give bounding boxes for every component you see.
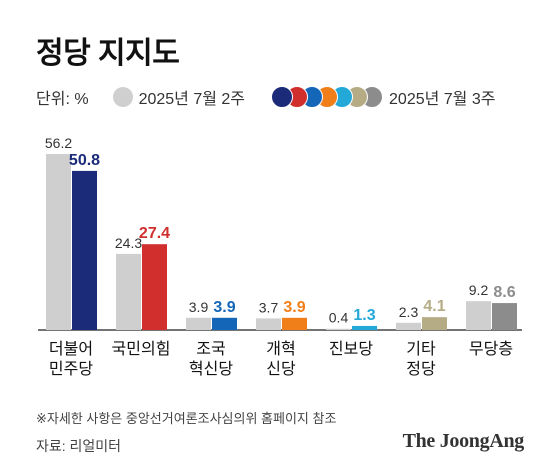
category-label: 민주당 <box>49 360 93 378</box>
bar-previous <box>396 322 421 330</box>
category-label: 신당 <box>266 360 296 378</box>
value-label-current: 27.4 <box>139 225 170 242</box>
legend-previous-label: 2025년 7월 2주 <box>138 91 246 108</box>
value-label-current: 1.3 <box>353 307 375 324</box>
category-label: 더불어 <box>49 340 93 358</box>
category-label: 혁신당 <box>189 360 233 378</box>
category-label: 기타 <box>406 340 436 358</box>
value-label-current: 4.1 <box>423 298 445 315</box>
legend-previous-swatch <box>112 87 133 107</box>
value-label-previous: 2.3 <box>399 304 419 320</box>
bar-current <box>72 170 97 330</box>
value-label-current: 3.9 <box>283 299 305 316</box>
legend-current-label: 2025년 7월 3주 <box>389 91 496 108</box>
legend-current-swatches <box>271 86 384 108</box>
bar-current <box>282 317 307 330</box>
bar-current <box>422 317 447 330</box>
value-label-previous: 24.3 <box>115 235 142 251</box>
bar-current <box>492 303 517 330</box>
value-label-previous: 3.7 <box>259 299 279 315</box>
value-label-current: 3.9 <box>213 299 235 316</box>
bar-previous <box>326 328 351 330</box>
bar-previous <box>116 253 141 330</box>
legend: 단위: % 2025년 7월 2주 2025년 7월 3주 <box>36 86 495 108</box>
bar-current <box>352 325 377 330</box>
source-label: 자료: 리얼미터 <box>36 438 122 454</box>
value-label-previous: 9.2 <box>469 282 489 298</box>
chart-title: 정당 지지도 <box>36 37 180 70</box>
category-label: 정당 <box>406 360 436 378</box>
bar-previous <box>46 154 71 330</box>
value-label-current: 50.8 <box>69 152 100 169</box>
category-label: 조국 <box>196 341 225 358</box>
footnote: ※자세한 사항은 중앙선거여론조사심의위 홈페이지 참조 <box>36 411 337 426</box>
brand-logo: The JoongAng <box>402 430 525 452</box>
value-label-previous: 56.2 <box>45 135 72 151</box>
value-label-previous: 0.4 <box>329 310 349 326</box>
category-label: 국민의힘 <box>112 340 171 358</box>
value-label-current: 8.6 <box>493 284 515 301</box>
bar-previous <box>466 301 491 330</box>
unit-label: 단위: % <box>36 91 89 108</box>
bar-current <box>212 317 237 330</box>
bar-previous <box>256 318 281 330</box>
category-label: 개혁 <box>266 340 295 358</box>
bar-previous <box>186 317 211 330</box>
value-label-previous: 3.9 <box>189 299 209 315</box>
legend-current-dot <box>271 86 294 108</box>
category-label: 진보당 <box>329 340 373 358</box>
category-label: 무당층 <box>469 340 513 358</box>
bar-current <box>142 244 167 330</box>
